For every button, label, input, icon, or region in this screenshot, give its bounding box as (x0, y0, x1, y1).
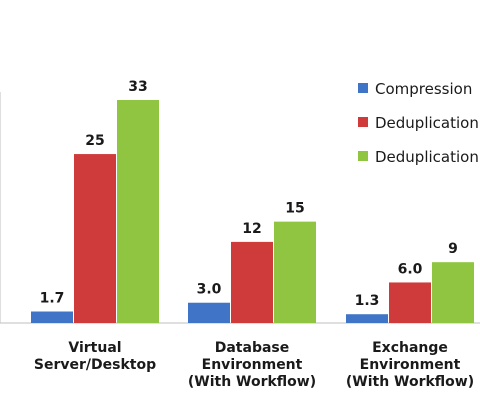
category-label: Virtual (68, 340, 121, 356)
bar-series2-cat3 (389, 282, 431, 323)
bar-series3-cat3 (432, 262, 474, 323)
legend-swatch-1 (358, 83, 368, 93)
data-labels-group: 1.7 3.0 1.3 25 12 6.0 33 15 9 (40, 79, 458, 309)
data-label: 15 (285, 201, 304, 217)
bar-series2-cat2 (231, 241, 273, 323)
category-label: Exchange (372, 340, 448, 356)
category-label: Server/Desktop (34, 357, 156, 373)
data-label: 6.0 (398, 261, 423, 277)
data-label: 9 (448, 241, 458, 257)
legend-label-3: Deduplication (375, 148, 479, 166)
data-label: 12 (242, 221, 261, 237)
bars-group (31, 100, 474, 323)
data-label: 3.0 (197, 282, 222, 298)
bar-series1-cat1 (31, 311, 73, 323)
bar-series1-cat2 (188, 302, 230, 323)
data-label: 1.3 (355, 293, 380, 309)
data-label: 1.7 (40, 291, 65, 307)
category-labels-group: VirtualServer/DesktopDatabaseEnvironment… (34, 340, 474, 390)
legend-label-2: Deduplication (375, 114, 479, 132)
bar-series2-cat1 (74, 154, 116, 323)
data-label: 25 (85, 133, 104, 149)
category-label: Database (215, 340, 290, 356)
category-label: (With Workflow) (188, 374, 316, 390)
bar-series3-cat1 (117, 100, 159, 323)
data-label: 33 (128, 79, 147, 95)
category-label: (With Workflow) (346, 374, 474, 390)
legend-swatch-3 (358, 151, 368, 161)
category-label: Environment (360, 357, 461, 373)
bar-series3-cat2 (274, 221, 316, 323)
legend: Compression Deduplication Deduplication (358, 80, 479, 166)
legend-label-1: Compression (375, 80, 472, 98)
legend-swatch-2 (358, 117, 368, 127)
category-label: Environment (202, 357, 303, 373)
bar-series1-cat3 (346, 314, 388, 323)
